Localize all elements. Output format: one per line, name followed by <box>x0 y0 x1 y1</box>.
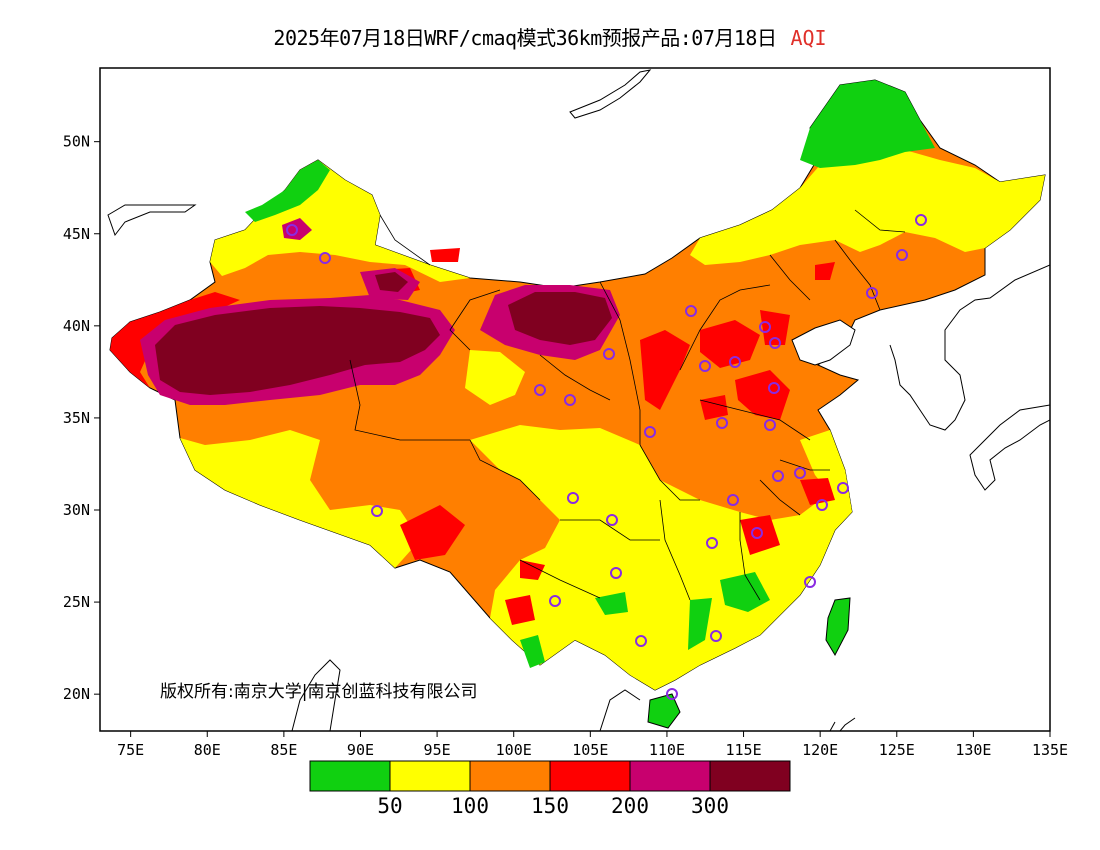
lon-tick-label: 90E <box>347 741 374 759</box>
station-marker <box>706 537 718 549</box>
map-title: 2025年07月18日WRF/cmaq模式36km预报产品:07月18日 AQI <box>0 22 1100 51</box>
station-marker <box>759 321 771 333</box>
lon-tick-label: 130E <box>955 741 991 759</box>
station-marker <box>794 467 806 479</box>
station-marker <box>606 514 618 526</box>
station-marker <box>837 482 849 494</box>
station-marker <box>666 688 678 700</box>
station-marker <box>534 384 546 396</box>
longitude-axis: 75E 80E 85E 90E 95E 100E 105E 110E 115E 120E 125E 1… <box>117 731 1068 759</box>
lat-tick-label: 45N <box>63 225 90 243</box>
lat-tick-label: 20N <box>63 685 90 703</box>
lon-tick-label: 105E <box>572 741 608 759</box>
lon-tick-label: 115E <box>725 741 761 759</box>
lon-tick-label: 85E <box>270 741 297 759</box>
bohai-sea <box>791 319 856 366</box>
station-marker <box>319 252 331 264</box>
station-marker <box>716 417 728 429</box>
colorbar-label: 50 <box>377 794 402 818</box>
latitude-axis: 50N 45N 40N 35N 30N 25N 20N <box>63 133 100 703</box>
station-marker <box>804 576 816 588</box>
station-marker <box>603 348 615 360</box>
lon-tick-label: 75E <box>117 741 144 759</box>
station-marker <box>549 595 561 607</box>
lon-tick-label: 100E <box>496 741 532 759</box>
station-marker <box>816 499 828 511</box>
station-marker <box>610 567 622 579</box>
station-marker <box>751 527 763 539</box>
colorbar-label: 200 <box>611 794 649 818</box>
station-marker <box>729 356 741 368</box>
station-marker <box>286 224 298 236</box>
colorbar-swatch <box>389 760 471 792</box>
colorbar-label: 300 <box>691 794 729 818</box>
station-marker <box>635 635 647 647</box>
station-marker <box>685 305 697 317</box>
colorbar-swatch <box>469 760 551 792</box>
station-marker <box>764 419 776 431</box>
station-marker <box>727 494 739 506</box>
colorbar-swatch <box>629 760 711 792</box>
taiwan-island <box>825 597 851 657</box>
hainan-island <box>647 693 681 729</box>
station-marker <box>768 382 780 394</box>
colorbar: 50 100 150 200 300 <box>309 760 791 818</box>
station-marker <box>866 287 878 299</box>
station-marker <box>564 394 576 406</box>
station-marker <box>371 505 383 517</box>
station-marker <box>644 426 656 438</box>
lat-tick-label: 25N <box>63 593 90 611</box>
lon-tick-label: 80E <box>194 741 221 759</box>
colorbar-label: 150 <box>531 794 569 818</box>
aqi-maroon-regions <box>155 272 612 395</box>
aqi-green-regions <box>245 80 935 728</box>
station-marker <box>567 492 579 504</box>
station-marker <box>772 470 784 482</box>
colorbar-swatch <box>549 760 631 792</box>
station-marker <box>769 337 781 349</box>
lat-tick-label: 50N <box>63 133 90 151</box>
title-text: 2025年07月18日WRF/cmaq模式36km预报产品:07月18日 <box>273 26 777 50</box>
aqi-yellow-regions <box>180 150 1045 690</box>
map-content <box>107 69 1050 731</box>
station-marker <box>710 630 722 642</box>
colorbar-swatch <box>309 760 391 792</box>
lon-tick-label: 110E <box>649 741 685 759</box>
lat-tick-label: 40N <box>63 317 90 335</box>
neighbor-coastlines <box>107 69 1050 731</box>
lat-tick-label: 35N <box>63 409 90 427</box>
colorbar-label: 100 <box>451 794 489 818</box>
station-marker <box>915 214 927 226</box>
lon-tick-label: 95E <box>424 741 451 759</box>
lon-tick-label: 135E <box>1032 741 1068 759</box>
lon-tick-label: 125E <box>879 741 915 759</box>
station-marker <box>896 249 908 261</box>
colorbar-swatch <box>709 760 791 792</box>
station-marker <box>699 360 711 372</box>
station-markers <box>286 214 927 700</box>
lat-tick-label: 30N <box>63 501 90 519</box>
copyright-text: 版权所有:南京大学|南京创蓝科技有限公司 <box>160 682 477 702</box>
title-variable: AQI <box>790 26 827 50</box>
lon-tick-label: 120E <box>802 741 838 759</box>
